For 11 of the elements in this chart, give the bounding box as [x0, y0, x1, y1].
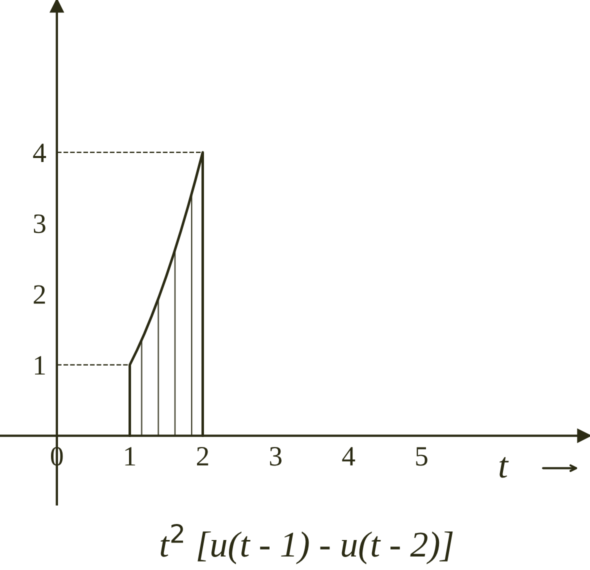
x-tick-label: 1	[125, 447, 136, 466]
text: t$^{2}$ [u(t - 1) - u(t - 2)]	[160, 524, 453, 564]
y-tick-label: 2	[34, 285, 45, 304]
x-tick-label: 5	[416, 447, 428, 466]
y-tick-label: 1	[35, 356, 45, 375]
x-tick-label: 3	[270, 447, 282, 466]
x-tick-label: 4	[342, 447, 356, 466]
x-tick-label: 2	[196, 447, 208, 466]
y-tick-label: 4	[33, 144, 46, 162]
x-axis-title: t	[500, 457, 509, 478]
y-tick-label: 3	[34, 214, 46, 234]
